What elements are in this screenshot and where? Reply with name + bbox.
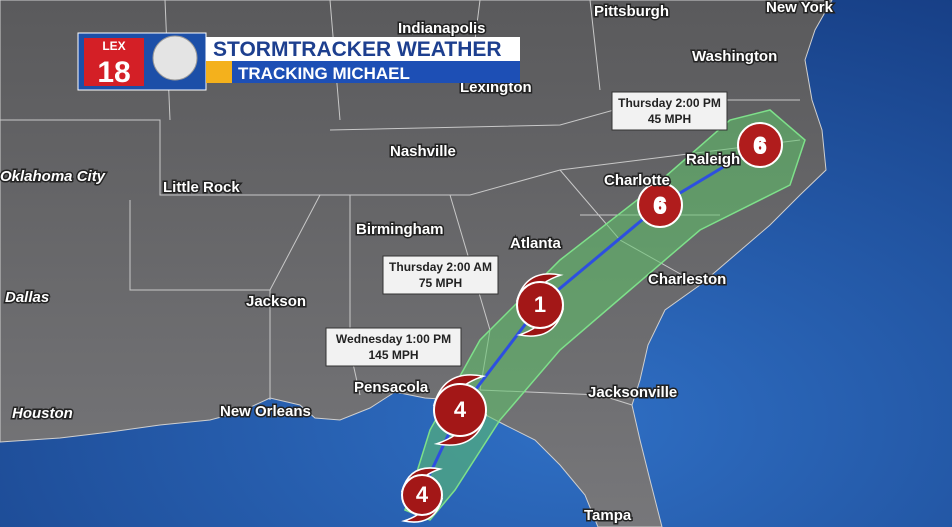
city-label: Jacksonville <box>588 384 677 401</box>
city-label: Charleston <box>648 271 726 288</box>
city-label: Oklahoma City <box>0 168 106 185</box>
callout-wind: 75 MPH <box>419 276 462 290</box>
callout-wind: 145 MPH <box>368 348 418 362</box>
city-label: Houston <box>12 405 73 422</box>
callout-wind: 45 MPH <box>648 112 691 126</box>
city-label: Charlotte <box>604 172 670 189</box>
subtitle-accent <box>206 61 232 83</box>
city-label: Raleigh <box>686 151 740 168</box>
callout-time: Wednesday 1:00 PM <box>336 332 451 346</box>
hurricane-icon <box>516 281 564 329</box>
logo-station: LEX <box>102 39 125 53</box>
city-label: New Orleans <box>220 403 311 420</box>
city-label: Dallas <box>5 289 49 306</box>
svg-text:6: 6 <box>754 133 766 158</box>
city-label: Tampa <box>584 507 632 524</box>
city-label: Pittsburgh <box>594 3 669 20</box>
logo-red <box>84 38 144 86</box>
logo-globe <box>152 35 198 81</box>
city-label: Jackson <box>246 293 306 310</box>
post-tropical-icons: 6 6 <box>637 122 783 228</box>
city-label: Indianapolis <box>398 20 486 37</box>
storm-category: 1 <box>534 292 546 317</box>
callout-box <box>382 255 499 295</box>
callout-time: Thursday 2:00 AM <box>389 260 492 274</box>
title: STORMTRACKER WEATHER <box>213 38 502 61</box>
header: LEX 18 STORMTRACKER WEATHER TRACKING MIC… <box>77 32 520 91</box>
logo-number: 18 <box>97 56 130 89</box>
svg-text:6: 6 <box>654 193 666 218</box>
city-label: Nashville <box>390 143 456 160</box>
subtitle: TRACKING MICHAEL <box>238 64 410 83</box>
callout-box <box>325 327 462 367</box>
city-label: Washington <box>692 48 777 65</box>
callout-time: Thursday 2:00 PM <box>618 96 721 110</box>
city-label: New York <box>766 0 834 16</box>
city-label: Little Rock <box>163 179 240 196</box>
hurricane-icon <box>433 383 487 437</box>
title-bar <box>206 37 520 61</box>
city-label: Atlanta <box>510 235 561 252</box>
storm-category: 4 <box>454 397 467 422</box>
storm-category: 4 <box>416 482 429 507</box>
city-label: Birmingham <box>356 221 444 238</box>
subtitle-bar <box>206 61 520 83</box>
callout-box <box>611 91 728 131</box>
city-label: Pensacola <box>354 379 429 396</box>
hurricane-icon <box>401 474 443 516</box>
